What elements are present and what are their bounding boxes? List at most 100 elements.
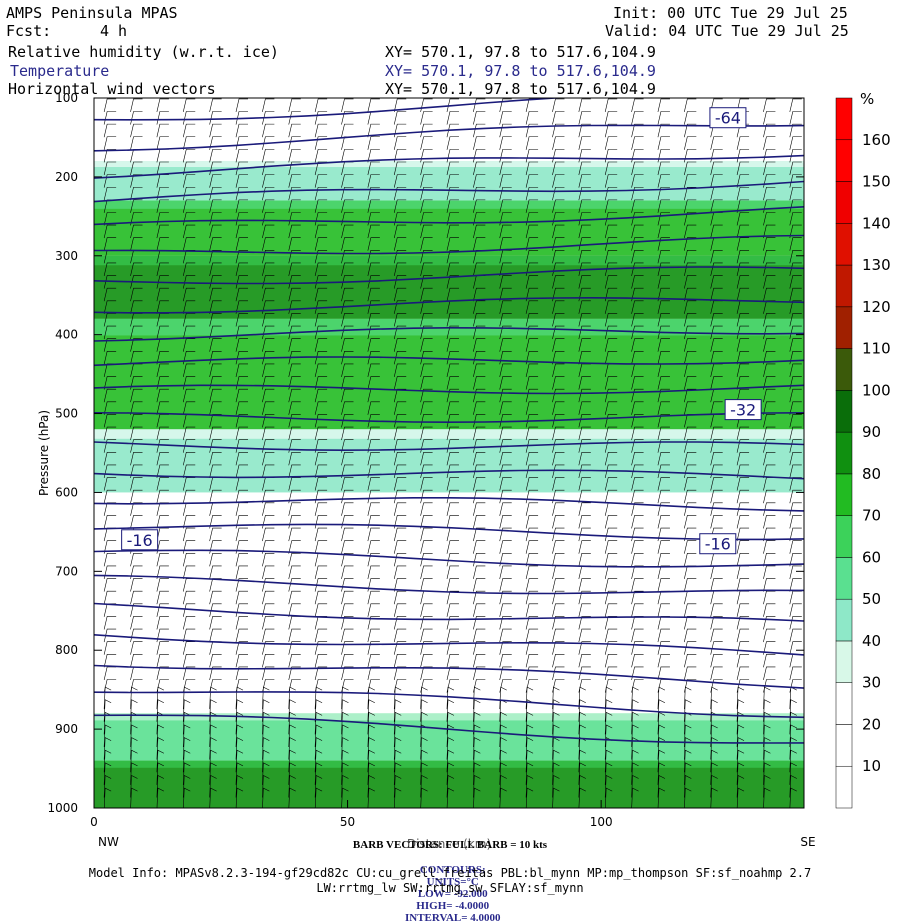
wind-barb-180 <box>578 174 591 188</box>
colorbar-swatch-16 <box>835 97 853 141</box>
wind-barb-335 <box>393 250 407 264</box>
wind-barb-1333 <box>367 711 375 735</box>
wind-barb-1225 <box>367 666 380 680</box>
wind-barb-184 <box>684 174 697 188</box>
wind-barb-261 <box>578 212 591 226</box>
wind-barb-1056 <box>182 590 196 605</box>
wind-barb-827 <box>552 477 565 491</box>
wind-barb-264 <box>657 212 670 226</box>
wind-barb-308 <box>393 237 407 251</box>
wind-barb-39 <box>420 111 433 125</box>
wind-barb-1492 <box>288 787 296 808</box>
wind-barb-146 <box>393 161 407 176</box>
wind-barb-1081 <box>130 603 143 617</box>
wind-barb-559 <box>604 351 618 365</box>
wind-barb-880 <box>525 502 539 516</box>
wind-barb-808 <box>763 464 776 479</box>
wind-barb-1210 <box>684 653 697 668</box>
wind-barb-909 <box>578 515 591 529</box>
wind-barb-237 <box>657 199 670 213</box>
wind-barb-1354 <box>209 724 217 748</box>
wind-barb-882 <box>578 502 591 516</box>
wind-barb-842 <box>235 489 248 504</box>
wind-barb-860 <box>710 489 723 504</box>
wind-barb-1466 <box>314 775 323 798</box>
wind-barb-626 <box>235 388 248 403</box>
wind-barb-972 <box>103 552 117 567</box>
wind-barb-332 <box>314 250 328 264</box>
wind-barb-1308 <box>420 699 428 722</box>
wind-barb-1400 <box>710 737 718 760</box>
wind-barb-200 <box>393 186 407 201</box>
wind-barb-1370 <box>631 724 639 748</box>
wind-barb-114 <box>262 149 275 163</box>
wind-barb-417 <box>420 287 433 302</box>
colorbar-swatch-14 <box>835 181 853 224</box>
wind-barb-821 <box>393 477 407 491</box>
wind-barb-285 <box>499 224 512 239</box>
wind-barb-85 <box>209 136 222 150</box>
wind-barb-1198 <box>367 653 380 668</box>
wind-barb-75 <box>657 123 670 138</box>
wind-barb-878 <box>473 502 486 516</box>
wind-barb-236 <box>631 199 644 213</box>
wind-barb-1301 <box>235 699 244 722</box>
wind-barb-1190 <box>156 653 169 668</box>
wind-barb-372 <box>657 262 670 277</box>
wind-barb-1230 <box>499 666 512 680</box>
wind-barb-955 <box>367 540 380 554</box>
wind-barb-1047 <box>657 578 670 592</box>
colorbar-swatch-8 <box>835 431 853 475</box>
wind-barb-649 <box>130 401 143 415</box>
wind-barb-351 <box>103 262 117 277</box>
x-tick-label-0: 0 <box>90 815 98 829</box>
wind-barb-1278 <box>341 686 349 710</box>
wind-barb-510 <box>736 325 750 340</box>
wind-barb-1181 <box>631 641 644 655</box>
wind-barb-1363 <box>446 724 455 748</box>
wind-barb-895 <box>209 515 222 529</box>
wind-barb-701 <box>789 414 802 428</box>
wind-barb-663 <box>499 401 512 415</box>
wind-barb-187 <box>763 174 776 188</box>
wind-barb-720 <box>578 426 591 441</box>
wind-barb-1086 <box>262 603 275 617</box>
wind-barb-1476 <box>578 775 586 798</box>
wind-barb-721 <box>604 426 618 441</box>
wind-barb-1213 <box>763 653 776 668</box>
wind-barb-267 <box>736 212 750 226</box>
wind-barb-405 <box>103 287 117 302</box>
wind-barb-494 <box>314 325 328 340</box>
wind-barb-4 <box>209 98 222 112</box>
wind-barb-1061 <box>314 590 328 605</box>
wind-barb-1068 <box>499 590 512 605</box>
wind-barb-1001 <box>156 565 169 579</box>
wind-barb-924 <box>262 527 275 542</box>
wind-barb-1083 <box>182 603 196 617</box>
wind-barb-534 <box>657 338 670 352</box>
wind-barb-91 <box>367 136 380 150</box>
wind-barb-1353 <box>182 724 191 748</box>
wind-barb-317 <box>631 237 644 251</box>
wind-barb-1006 <box>288 565 301 579</box>
wind-barb-608 <box>473 376 486 390</box>
wind-barb-1443 <box>420 762 428 785</box>
wind-barb-819 <box>341 477 354 491</box>
wind-barb-1474 <box>525 775 534 798</box>
wind-barb-1052 <box>789 578 802 592</box>
contour-label-1: -32 <box>730 401 756 420</box>
wind-barb-52 <box>763 111 776 125</box>
wind-barb-1372 <box>684 724 692 748</box>
wind-barb-362 <box>393 262 407 277</box>
wind-barb-671 <box>710 401 723 415</box>
wind-barb-92 <box>393 136 407 150</box>
wind-barb-31 <box>209 111 222 125</box>
wind-barb-1409 <box>235 749 244 773</box>
wind-barb-716 <box>473 426 486 441</box>
wind-barb-1401 <box>736 737 745 760</box>
wind-barb-215 <box>789 186 802 201</box>
wind-barb-780 <box>736 452 750 466</box>
field-xy-temperature: XY= 570.1, 97.8 to 517.6,104.9 <box>385 62 656 80</box>
wind-barb-779 <box>710 452 723 466</box>
wind-barb-1375 <box>763 724 771 748</box>
